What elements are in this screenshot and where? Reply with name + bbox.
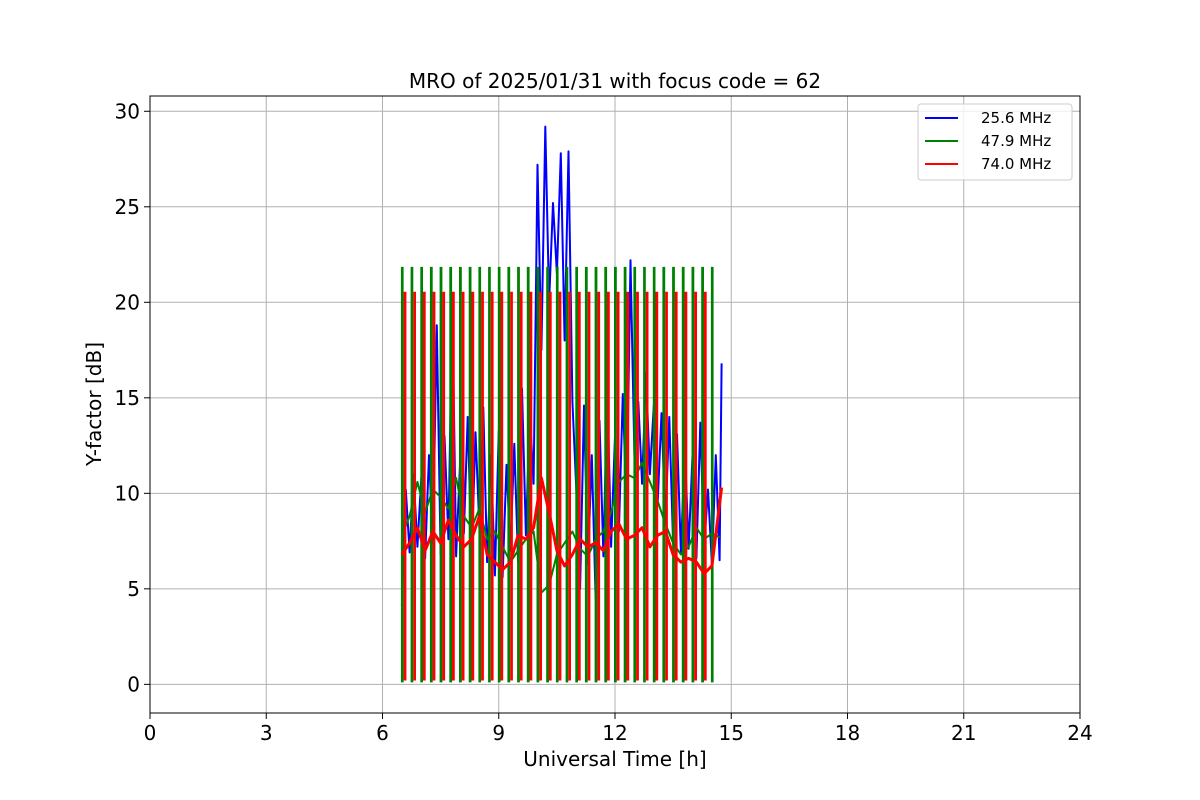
y-tick-label: 0 <box>127 672 140 696</box>
legend-box <box>917 103 1073 181</box>
plot-area <box>400 125 724 683</box>
x-tick-label: 6 <box>376 721 389 745</box>
y-tick-label: 25 <box>115 195 140 219</box>
series-line-2 <box>400 476 724 576</box>
x-axis-ticks: 0 3 6 9 12 15 18 21 24 <box>144 713 1093 745</box>
y-axis-label: Y-factor [dB] <box>82 342 106 467</box>
x-tick-label: 12 <box>602 721 627 745</box>
x-tick-label: 15 <box>719 721 744 745</box>
y-tick-label: 30 <box>115 99 140 123</box>
x-tick-label: 9 <box>492 721 505 745</box>
series-line-0 <box>400 125 723 607</box>
legend-label-74-0: 74.0 MHz <box>981 155 1051 173</box>
y-tick-label: 15 <box>115 386 140 410</box>
y-axis-ticks: 0 5 10 15 20 25 30 <box>115 99 150 696</box>
x-tick-label: 24 <box>1067 721 1092 745</box>
x-axis-label: Universal Time [h] <box>523 747 706 771</box>
y-tick-label: 10 <box>115 481 140 505</box>
y-tick-label: 20 <box>115 290 140 314</box>
legend: 25.6 MHz 47.9 MHz 74.0 MHz <box>917 103 1073 181</box>
legend-label-25-6: 25.6 MHz <box>981 109 1051 127</box>
x-tick-label: 3 <box>260 721 273 745</box>
legend-label-47-9: 47.9 MHz <box>981 132 1051 150</box>
x-tick-label: 21 <box>951 721 976 745</box>
series-calibration-3 <box>400 266 714 683</box>
x-tick-label: 0 <box>144 721 157 745</box>
x-tick-label: 18 <box>835 721 860 745</box>
series-calibration-4 <box>403 291 707 681</box>
chart-title: MRO of 2025/01/31 with focus code = 62 <box>409 69 821 93</box>
y-tick-label: 5 <box>127 577 140 601</box>
